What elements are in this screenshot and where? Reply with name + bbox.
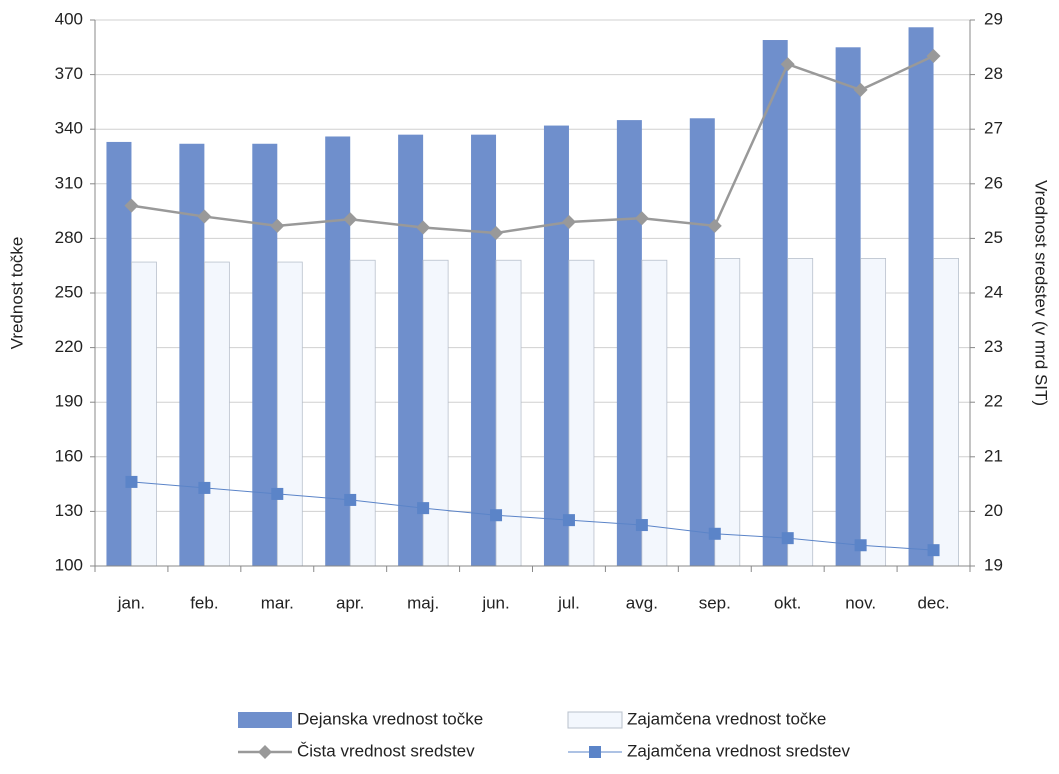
bar	[762, 40, 788, 566]
line-marker	[635, 519, 648, 532]
line-marker	[927, 544, 940, 557]
bar	[252, 143, 278, 566]
x-tick-label: jan.	[117, 593, 145, 612]
x-tick-label: dec.	[917, 593, 949, 612]
bar	[276, 261, 303, 567]
y2-tick-label: 26	[984, 173, 1003, 192]
bar	[471, 134, 497, 566]
line-marker	[780, 57, 795, 72]
y2-tick-label: 28	[984, 64, 1003, 83]
line-marker	[634, 211, 649, 226]
y-tick-label: 220	[55, 337, 83, 356]
line-marker	[416, 220, 431, 235]
y-tick-label: 280	[55, 228, 83, 247]
x-tick-label: maj.	[407, 593, 439, 612]
legend-swatch	[567, 711, 623, 729]
legend-label: Dejanska vrednost točke	[297, 709, 483, 728]
bar	[835, 47, 861, 567]
x-tick-label: mar.	[261, 593, 294, 612]
bar	[860, 258, 887, 567]
y-tick-label: 370	[55, 64, 83, 83]
x-tick-label: avg.	[626, 593, 658, 612]
bar	[689, 118, 715, 566]
y-tick-label: 310	[55, 173, 83, 192]
line-marker	[197, 209, 212, 224]
line-marker	[490, 509, 503, 522]
bar	[641, 259, 668, 567]
y-tick-label: 250	[55, 282, 83, 301]
bar	[179, 143, 205, 566]
bar	[787, 258, 814, 567]
line-marker	[562, 514, 575, 527]
y-axis-title: Vrednost točke	[7, 237, 26, 350]
y2-tick-label: 27	[984, 119, 1003, 138]
legend-label: Zajamčena vrednost točke	[627, 709, 826, 728]
legend-label: Zajamčena vrednost sredstev	[627, 741, 850, 760]
bar	[908, 27, 934, 566]
y2-tick-label: 22	[984, 392, 1003, 411]
bar	[714, 258, 741, 567]
line	[131, 54, 935, 235]
legend-swatch	[238, 712, 292, 728]
line-marker	[198, 481, 211, 494]
y2-tick-label: 29	[984, 9, 1003, 28]
legend-marker	[589, 746, 601, 758]
y2-tick-label: 25	[984, 228, 1003, 247]
line-marker	[561, 215, 576, 230]
bar	[933, 258, 959, 567]
line-marker	[707, 218, 722, 233]
line-marker	[124, 198, 139, 213]
line-marker	[926, 49, 941, 64]
bar	[543, 125, 569, 566]
line-marker	[853, 82, 868, 97]
line-marker	[781, 532, 794, 545]
x-tick-label: okt.	[774, 593, 801, 612]
y2-axis-title: Vrednost sredstev (v mrd SIT)	[1032, 180, 1051, 406]
x-tick-label: nov.	[845, 593, 876, 612]
legend-label: Čista vrednost sredstev	[297, 741, 475, 760]
x-tick-label: jun.	[481, 593, 509, 612]
x-tick-label: feb.	[190, 593, 218, 612]
line-marker	[854, 539, 867, 552]
bar	[349, 259, 376, 567]
x-tick-label: jul.	[557, 593, 580, 612]
line-marker	[708, 527, 721, 540]
y-tick-label: 100	[55, 555, 83, 574]
line-marker	[343, 212, 358, 227]
y2-tick-label: 21	[984, 446, 1003, 465]
line-marker	[417, 502, 430, 515]
line-marker	[344, 493, 357, 506]
bar	[422, 259, 449, 567]
y2-tick-label: 24	[984, 282, 1003, 301]
line-marker	[271, 487, 284, 500]
line-marker	[270, 218, 285, 233]
y-tick-label: 160	[55, 446, 83, 465]
y2-tick-label: 20	[984, 501, 1003, 520]
line-marker	[489, 225, 504, 240]
line	[131, 481, 934, 551]
y-tick-label: 190	[55, 392, 83, 411]
bar	[131, 261, 157, 567]
x-tick-label: sep.	[699, 593, 731, 612]
bar	[106, 141, 132, 566]
line-marker	[125, 475, 138, 488]
x-tick-label: apr.	[336, 593, 364, 612]
bar	[616, 120, 642, 566]
y2-tick-label: 23	[984, 337, 1003, 356]
bar	[203, 261, 230, 567]
y-tick-label: 340	[55, 119, 83, 138]
bar	[398, 134, 424, 566]
y-tick-label: 400	[55, 9, 83, 28]
y2-tick-label: 19	[984, 555, 1003, 574]
legend-marker	[258, 745, 272, 759]
y-tick-label: 130	[55, 501, 83, 520]
